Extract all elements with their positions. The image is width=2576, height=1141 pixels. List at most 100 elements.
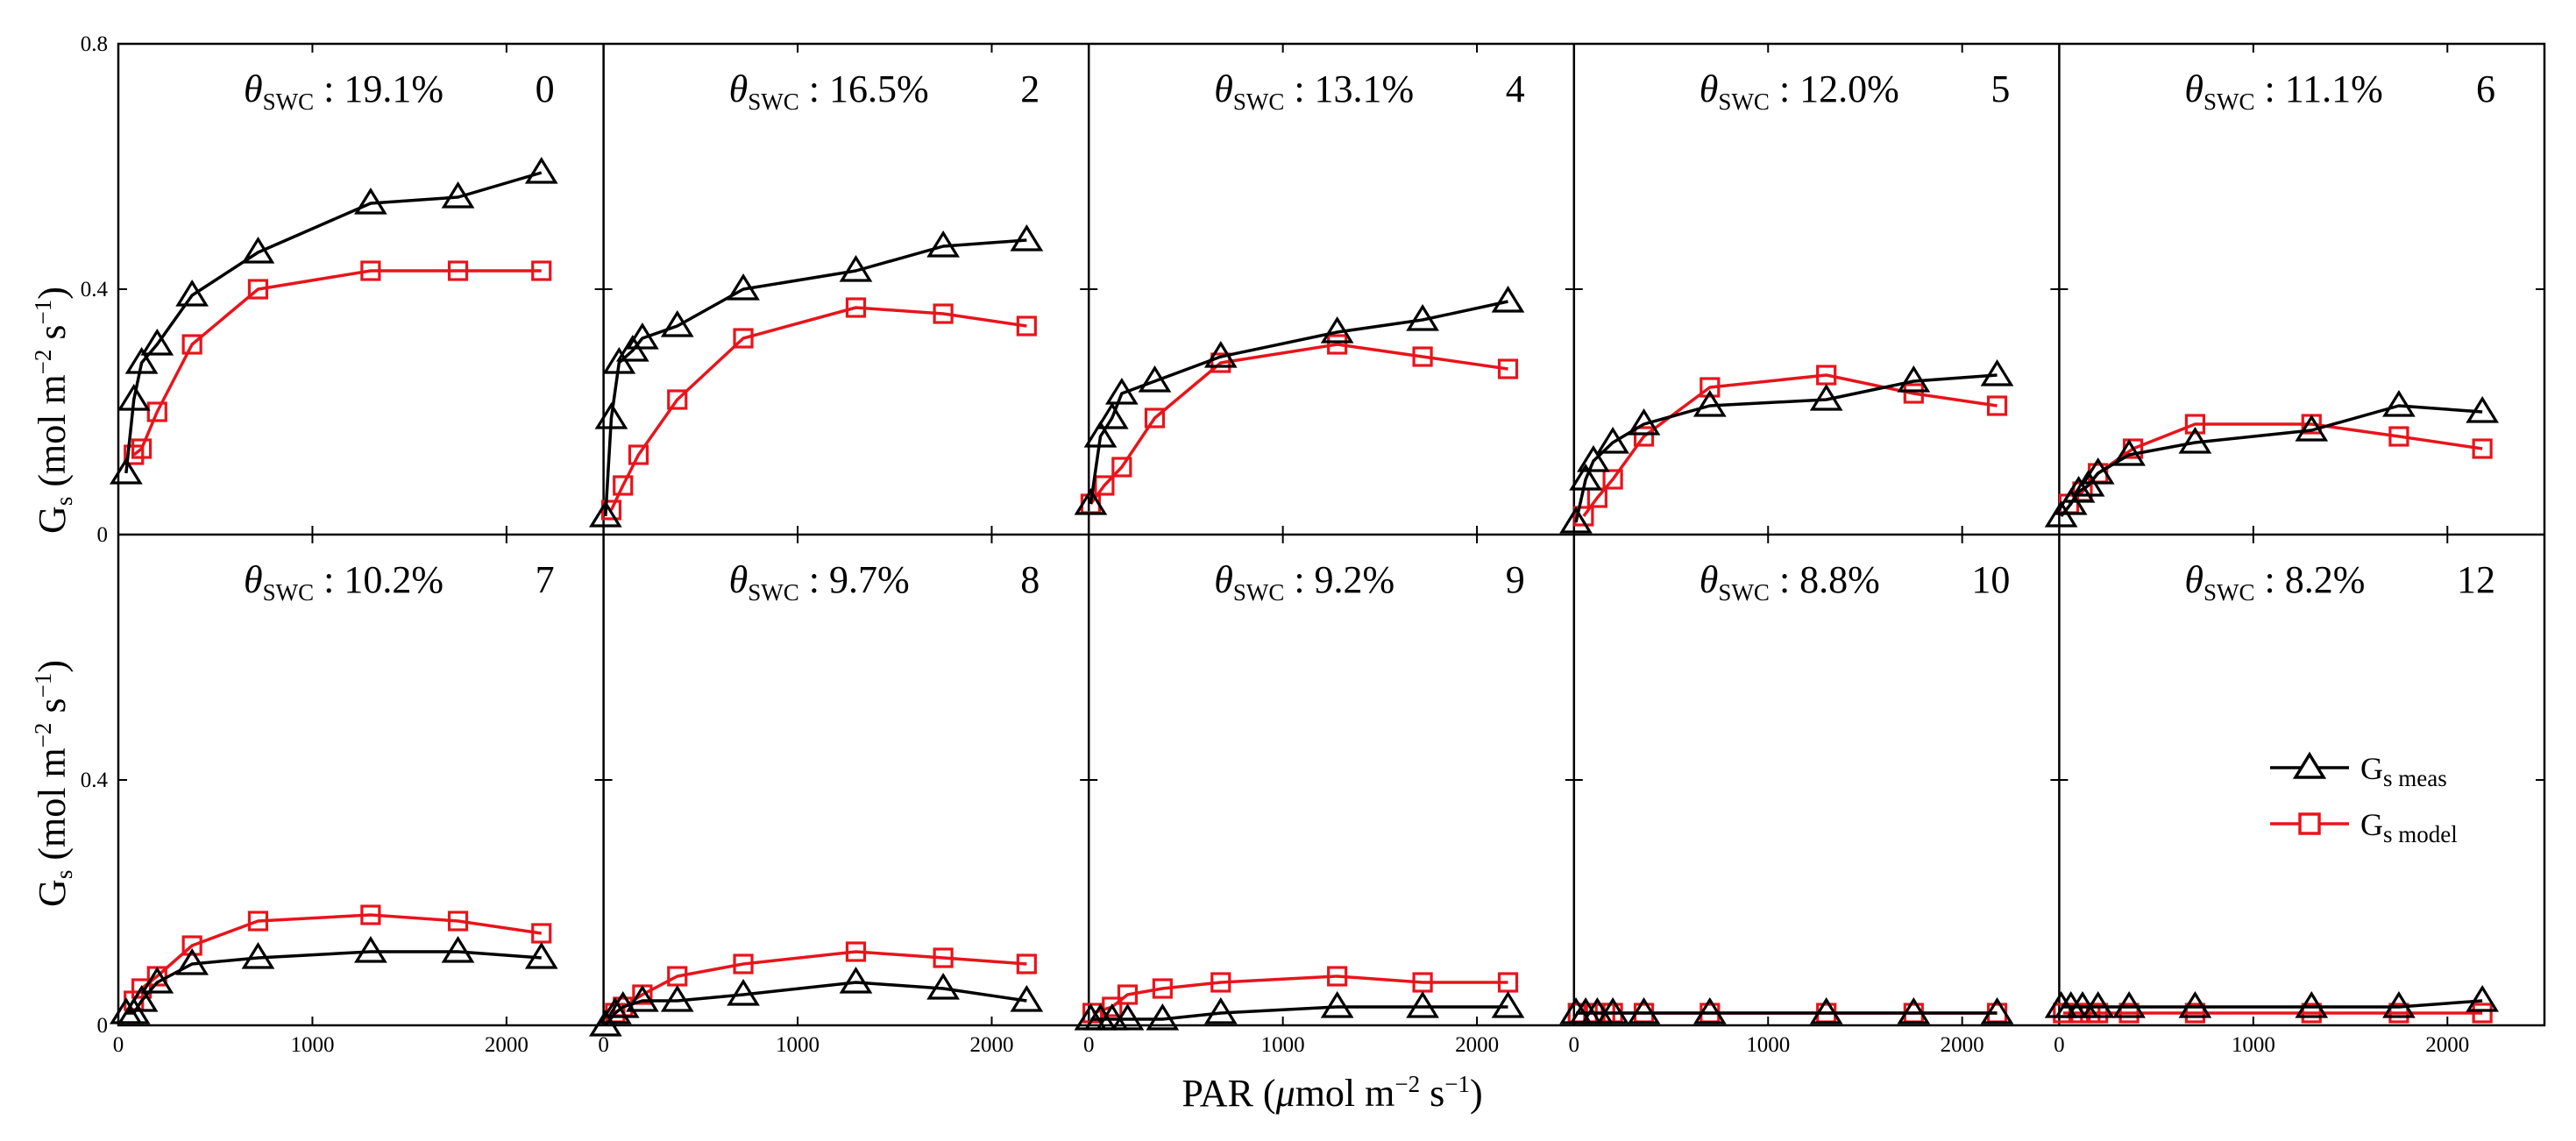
model-point <box>1102 996 1123 1017</box>
panel-swc-label: θSWC : 10.2% <box>244 558 444 606</box>
y-tick-label: 0 <box>97 1014 109 1038</box>
meas-point <box>124 346 159 374</box>
meas-point <box>2178 426 2212 454</box>
x-tick-label: 1000 <box>1746 1033 1790 1057</box>
panel-day-label: 12 <box>2457 558 2495 601</box>
panel-grid <box>117 42 2546 1027</box>
model-point <box>181 935 202 956</box>
meas-point <box>926 972 960 1000</box>
meas-point <box>594 401 628 429</box>
meas-point <box>140 966 174 994</box>
meas-series-line <box>1089 300 1508 505</box>
meas-point <box>175 947 209 975</box>
panel-swc-label: θSWC : 9.7% <box>729 558 910 606</box>
meas-point <box>1095 401 1129 429</box>
meas-point <box>124 984 159 1012</box>
panel-swc-label: θSWC : 16.5% <box>729 67 929 115</box>
x-tick-label: 0 <box>113 1033 124 1057</box>
model-point <box>1111 457 1132 478</box>
panel-day-label: 2 <box>1020 67 1040 110</box>
y-tick-label: 0.4 <box>81 769 109 792</box>
x-tick-label: 2000 <box>2425 1033 2469 1057</box>
meas-point <box>2081 990 2115 1018</box>
meas-series-line <box>604 981 1027 1027</box>
legend: Gs meas Gs model <box>2270 751 2458 847</box>
meas-point <box>599 996 632 1024</box>
model-point <box>1016 953 1037 974</box>
model-point <box>1700 377 1721 398</box>
model-point <box>2301 1003 2322 1024</box>
model-point <box>1412 346 1433 367</box>
y-axis-label-bottom: Gs (mol m−2 s−1) <box>30 660 77 907</box>
model-point <box>1144 408 1166 429</box>
model-point <box>1903 383 1924 404</box>
panel-swc-label: θSWC : 8.8% <box>1700 558 1880 606</box>
model-point <box>131 438 153 459</box>
meas-point <box>588 500 622 528</box>
meas-point <box>354 935 387 963</box>
meas-point <box>1980 996 2014 1024</box>
meas-point <box>2112 990 2146 1018</box>
model-point <box>1633 426 1655 447</box>
meas-point <box>1010 984 1044 1012</box>
model-point <box>1986 395 2008 416</box>
model-point <box>1152 978 1173 999</box>
model-point <box>2118 1003 2140 1024</box>
model-point <box>181 334 202 355</box>
meas-point <box>839 254 873 282</box>
legend-meas-marker <box>2292 751 2327 779</box>
meas-point <box>626 984 659 1012</box>
meas-point <box>1569 463 1602 491</box>
model-point <box>1327 334 1348 355</box>
panel-swc-label: θSWC : 12.0% <box>1700 67 1899 115</box>
model-point <box>2184 1003 2206 1024</box>
meas-point <box>660 984 694 1012</box>
meas-point <box>1627 996 1661 1024</box>
meas-point <box>1809 383 1843 411</box>
model-series-line <box>132 913 542 1002</box>
model-point <box>531 260 552 281</box>
panel-swc-label: θSWC : 13.1% <box>1214 67 1414 115</box>
meas-point <box>1111 1003 1145 1031</box>
model-point <box>845 941 867 962</box>
model-point <box>1082 1003 1103 1024</box>
meas-point <box>626 322 659 350</box>
y-tick-label: 0 <box>97 523 109 547</box>
model-point <box>1497 358 1519 379</box>
meas-point <box>524 941 558 969</box>
meas-point <box>2062 475 2096 503</box>
meas-point <box>2295 990 2329 1018</box>
meas-series-line <box>125 950 542 1015</box>
meas-point <box>241 941 275 969</box>
meas-point <box>1406 303 1439 331</box>
meas-point <box>1596 426 1629 454</box>
model-series-line <box>1092 974 1508 1015</box>
meas-point <box>1203 340 1238 368</box>
x-tick-label: 0 <box>598 1033 609 1057</box>
model-point <box>1210 352 1231 373</box>
meas-point <box>1559 506 1593 534</box>
model-point <box>933 947 954 968</box>
meas-point <box>1577 444 1610 472</box>
x-tick-label: 1000 <box>290 1033 334 1057</box>
panel-swc-label: θSWC : 9.2% <box>1214 558 1394 606</box>
model-point <box>247 279 269 300</box>
legend-model-label: Gs model <box>2360 807 2458 847</box>
meas-point <box>1809 996 1843 1024</box>
model-series-line <box>614 950 1027 1015</box>
meas-point <box>727 978 760 1006</box>
meas-point <box>1692 389 1727 417</box>
meas-point <box>1074 487 1108 515</box>
panel-day-label: 10 <box>1971 558 2010 601</box>
meas-point <box>1897 365 1931 393</box>
meas-point <box>839 966 873 994</box>
meas-point <box>727 273 760 301</box>
meas-point <box>2382 990 2416 1018</box>
meas-point <box>109 457 143 485</box>
meas-point <box>1138 365 1172 393</box>
meas-point <box>926 230 960 258</box>
panel-swc-label: θSWC : 19.1% <box>244 67 444 115</box>
x-tick-label: 1000 <box>776 1033 820 1057</box>
meas-point <box>1083 420 1118 448</box>
x-tick-label: 2000 <box>1941 1033 1984 1057</box>
